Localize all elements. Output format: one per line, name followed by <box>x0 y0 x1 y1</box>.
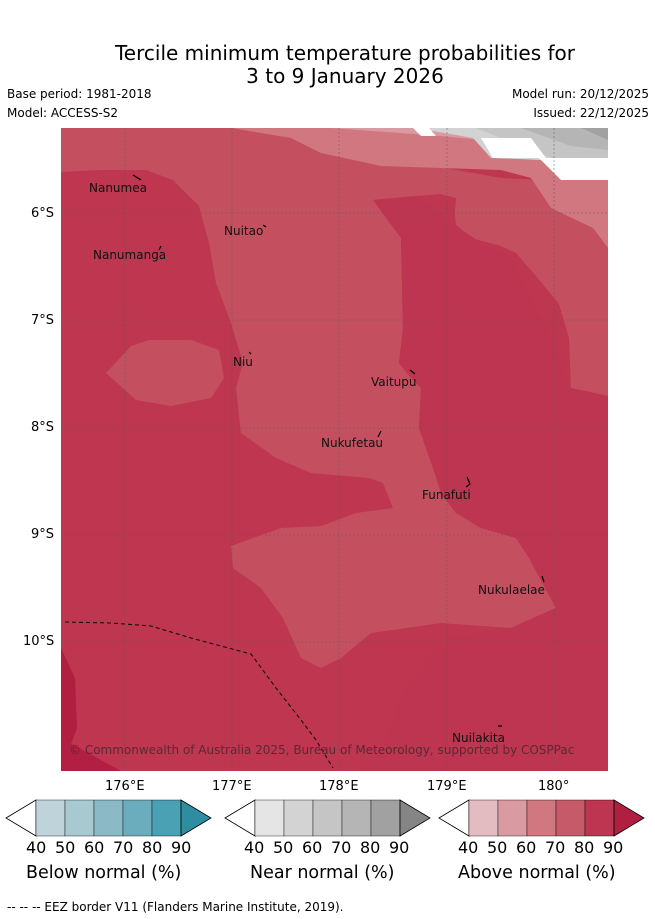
cb-near-tick: 40 <box>244 838 265 857</box>
cb-near-tick: 90 <box>389 838 410 857</box>
islands <box>132 174 545 727</box>
lon-label-180: 180° <box>538 779 570 794</box>
model-name: Model: ACCESS-S2 <box>7 106 119 120</box>
zone-above-90-sw <box>61 738 121 771</box>
label-funafuti: Funafuti <box>422 488 471 502</box>
label-nuilakita: Nuilakita <box>452 731 505 745</box>
label-nanumanga: Nanumanga <box>93 248 166 262</box>
colorbar-swatch <box>370 799 401 837</box>
colorbar-below-title: Below normal (%) <box>26 863 182 883</box>
title-line-2: 3 to 9 January 2026 <box>246 64 444 88</box>
island-funafuti <box>465 476 471 488</box>
graticule <box>61 128 608 771</box>
label-niu: Niu <box>233 355 253 369</box>
colorbar-swatch <box>122 799 153 837</box>
copyright-text: © Commonwealth of Australia 2025, Bureau… <box>69 743 574 757</box>
zone-above-70 <box>61 128 608 668</box>
lat-label-7: 7°S <box>31 313 55 328</box>
colorbar-swatch <box>341 799 372 837</box>
colorbar-near <box>224 799 431 837</box>
colorbar-swatch <box>64 799 95 837</box>
colorbar-swatch <box>497 799 528 837</box>
colorbar-near-title: Near normal (%) <box>250 863 395 883</box>
colorbar-swatch-under <box>224 799 256 837</box>
colorbars <box>5 799 645 837</box>
zone-above-80-east-b <box>361 196 608 771</box>
lon-label-179: 179°E <box>427 779 467 794</box>
island-nukufetau <box>377 430 382 438</box>
cb-above-tick: 60 <box>516 838 537 857</box>
colorbar-swatch <box>555 799 586 837</box>
eez-border <box>64 621 334 769</box>
label-nanumea: Nanumea <box>89 181 147 195</box>
lat-label-6: 6°S <box>31 206 55 221</box>
island-vaitupu <box>409 369 416 375</box>
lat-label-9: 9°S <box>31 527 55 542</box>
colorbar-swatch-under <box>438 799 470 837</box>
eez-footnote: -- -- -- EEZ border V11 (Flanders Marine… <box>7 900 344 914</box>
cb-near-tick: 60 <box>302 838 323 857</box>
island-nukulaelae <box>541 575 545 583</box>
label-nukufetau: Nukufetau <box>321 436 383 450</box>
cb-below-tick: 70 <box>113 838 134 857</box>
island-nuitao <box>262 224 267 228</box>
colorbar-swatch-over <box>613 799 645 837</box>
cb-above-tick: 80 <box>574 838 595 857</box>
label-vaitupu: Vaitupu <box>371 375 417 389</box>
model-run: Model run: 20/12/2025 <box>511 87 649 101</box>
zone-above-70-blob <box>106 340 224 406</box>
colorbar-swatch <box>93 799 124 837</box>
island-niu <box>248 351 252 355</box>
colorbar-swatch <box>283 799 314 837</box>
cb-above-tick: 50 <box>487 838 508 857</box>
lon-label-176: 176°E <box>105 779 145 794</box>
cb-above-tick: 40 <box>458 838 479 857</box>
cb-above-tick: 70 <box>545 838 566 857</box>
zone-blank-2 <box>481 138 546 158</box>
label-nuitao: Nuitao <box>224 224 263 238</box>
map-title: Tercile minimum temperature probabilitie… <box>0 42 655 88</box>
cb-above-tick: 90 <box>603 838 624 857</box>
cb-below-tick: 80 <box>142 838 163 857</box>
colorbar-swatch <box>526 799 557 837</box>
colorbar-above-title: Above normal (%) <box>458 863 616 883</box>
zone-near-70 <box>521 128 608 150</box>
cb-below-tick: 60 <box>84 838 105 857</box>
lat-label-8: 8°S <box>31 420 55 435</box>
island-nanumea <box>132 174 142 181</box>
lon-label-177: 177°E <box>212 779 252 794</box>
island-nanumanga <box>158 245 162 251</box>
colorbar-below <box>5 799 212 837</box>
colorbar-swatch <box>151 799 182 837</box>
cb-below-tick: 90 <box>171 838 192 857</box>
colorbar-swatch-over <box>399 799 431 837</box>
zone-blank-3 <box>539 158 608 180</box>
lon-label-178: 178°E <box>319 779 359 794</box>
colorbar-swatch <box>468 799 499 837</box>
cb-near-tick: 50 <box>273 838 294 857</box>
colorbar-swatch <box>35 799 66 837</box>
colorbar-above <box>438 799 645 837</box>
base-period: Base period: 1981-2018 <box>7 87 152 101</box>
label-nukulaelae: Nukulaelae <box>478 583 545 597</box>
colorbar-swatch-under <box>5 799 37 837</box>
zone-blank-1 <box>413 128 436 136</box>
colorbar-swatch <box>254 799 285 837</box>
lat-label-10: 10°S <box>23 634 55 649</box>
colorbar-swatch <box>312 799 343 837</box>
cb-near-tick: 70 <box>331 838 352 857</box>
colorbar-swatch <box>584 799 615 837</box>
cb-below-tick: 50 <box>55 838 76 857</box>
cb-near-tick: 80 <box>360 838 381 857</box>
zone-near-80 <box>581 128 608 140</box>
probability-map: Nanumea Nanumanga Nuitao Niu Vaitupu Nuk… <box>61 128 608 771</box>
colorbar-swatch-over <box>180 799 212 837</box>
issued-date: Issued: 22/12/2025 <box>533 106 649 120</box>
title-line-1: Tercile minimum temperature probabilitie… <box>114 41 576 65</box>
cb-below-tick: 40 <box>26 838 47 857</box>
